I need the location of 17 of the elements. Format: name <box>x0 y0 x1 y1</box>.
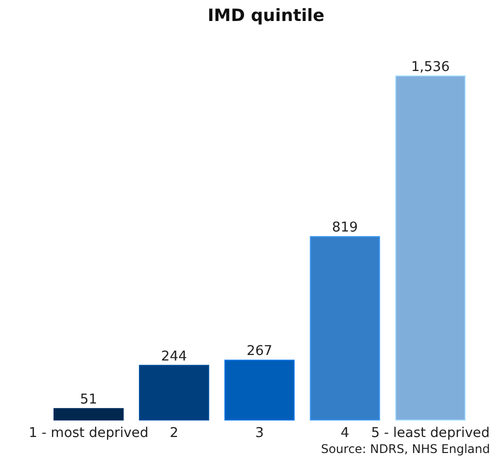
bar <box>310 236 380 420</box>
data-label: 1,536 <box>411 59 450 75</box>
x-tick-label: 1 - most deprived <box>28 425 148 441</box>
data-label: 267 <box>246 343 272 360</box>
x-tick-label: 3 <box>255 425 264 441</box>
x-tick-label: 5 - least deprived <box>371 425 490 441</box>
source-note: Source: NDRS, NHS England <box>320 442 490 456</box>
bar <box>138 364 210 420</box>
chart-title: IMD quintile <box>208 6 324 26</box>
x-tick-label: 2 <box>170 425 178 441</box>
x-tick-label: 4 <box>340 425 350 441</box>
data-label: 51 <box>80 392 98 408</box>
bar <box>54 408 124 420</box>
data-label: 244 <box>161 348 187 364</box>
data-label: 819 <box>332 220 358 236</box>
bar <box>395 76 466 420</box>
bar <box>224 360 295 420</box>
